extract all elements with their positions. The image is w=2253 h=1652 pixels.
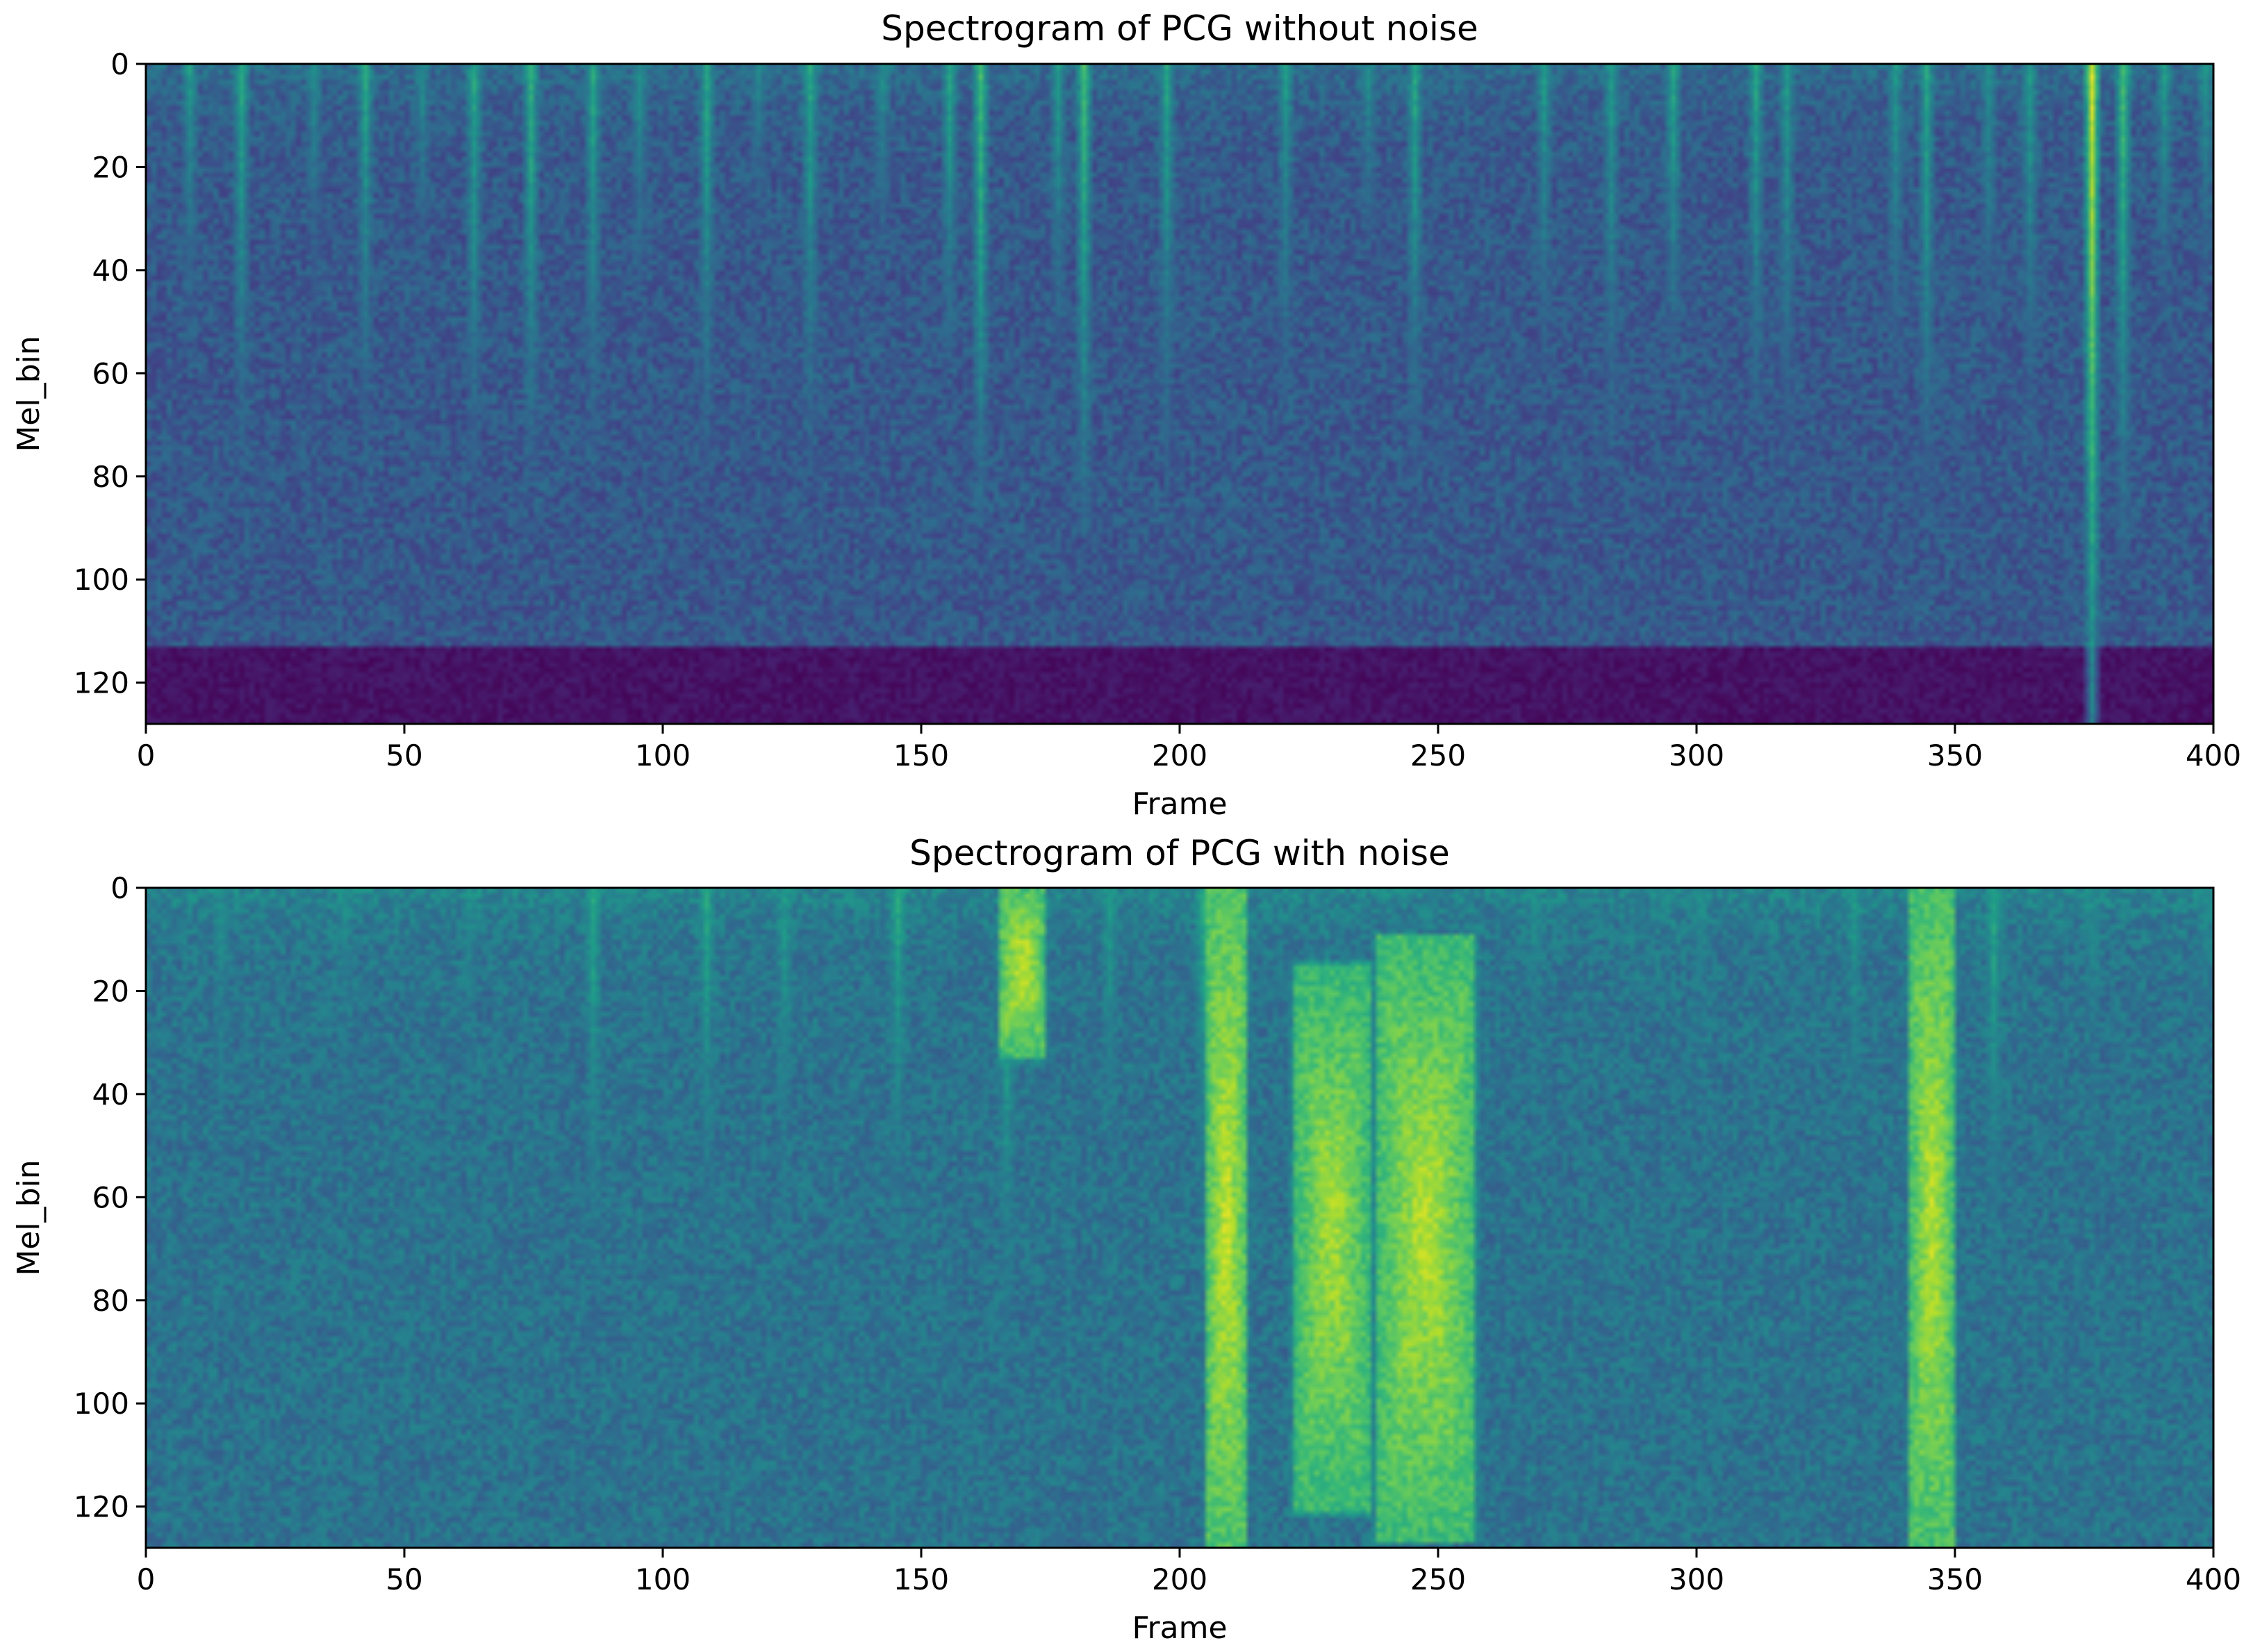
x-tick-label: 350 xyxy=(1927,738,1983,773)
x-tick-label: 200 xyxy=(1152,1562,1207,1596)
x-tick-label: 250 xyxy=(1410,738,1466,773)
y-tick-label: 20 xyxy=(92,974,129,1008)
x-tick-label: 350 xyxy=(1927,1562,1983,1596)
y-tick-label: 40 xyxy=(92,1077,129,1112)
y-tick-label: 60 xyxy=(92,1180,129,1214)
x-tick-label: 150 xyxy=(893,1562,949,1596)
y-ticks-bottom: 0 20 40 60 80 100 120 xyxy=(74,871,146,1524)
x-tick-label: 0 xyxy=(137,738,156,773)
x-tick-label: 200 xyxy=(1152,738,1207,773)
x-tick-label: 300 xyxy=(1669,1562,1724,1596)
x-tick-label: 150 xyxy=(893,738,949,773)
y-tick-label: 100 xyxy=(74,1387,129,1421)
y-axis-label-bottom: Mel_bin xyxy=(11,1159,47,1275)
x-axis-label-bottom: Frame xyxy=(1132,1610,1227,1646)
x-tick-label: 50 xyxy=(386,1562,422,1596)
x-tick-label: 400 xyxy=(2186,1562,2241,1596)
chart-title-bottom: Spectrogram of PCG with noise xyxy=(909,833,1450,873)
x-tick-label: 250 xyxy=(1410,1562,1466,1596)
spectrogram-panel-bottom: Spectrogram of PCG with noise 0 50 100 150 2… xyxy=(11,833,2241,1646)
y-tick-label: 80 xyxy=(92,1284,129,1318)
chart-title-top: Spectrogram of PCG without noise xyxy=(881,8,1478,49)
y-tick-label: 60 xyxy=(92,356,129,390)
y-tick-label: 0 xyxy=(110,871,129,905)
spectrogram-panel-top: Spectrogram of PCG without noise 0 50 100 1… xyxy=(11,8,2241,822)
x-tick-label: 50 xyxy=(386,738,422,773)
y-tick-label: 120 xyxy=(74,666,129,700)
x-ticks-top: 0 50 100 150 200 250 300 350 400 xyxy=(137,724,2241,773)
y-tick-label: 40 xyxy=(92,254,129,288)
x-tick-label: 100 xyxy=(635,738,691,773)
y-tick-label: 100 xyxy=(74,563,129,597)
x-tick-label: 400 xyxy=(2186,738,2241,773)
x-tick-label: 100 xyxy=(635,1562,691,1596)
x-tick-label: 300 xyxy=(1669,738,1724,773)
y-tick-label: 80 xyxy=(92,460,129,494)
y-axis-label-top: Mel_bin xyxy=(11,336,47,452)
y-tick-label: 120 xyxy=(74,1490,129,1524)
y-tick-label: 0 xyxy=(110,47,129,81)
x-ticks-bottom: 0 50 100 150 200 250 300 350 400 xyxy=(137,1548,2241,1596)
x-axis-label-top: Frame xyxy=(1132,786,1227,822)
heatmap-bottom xyxy=(146,888,2213,1548)
y-tick-label: 20 xyxy=(92,150,129,184)
x-tick-label: 0 xyxy=(137,1562,156,1596)
heatmap-top xyxy=(146,64,2213,724)
y-ticks-top: 0 20 40 60 80 100 120 xyxy=(74,47,146,700)
